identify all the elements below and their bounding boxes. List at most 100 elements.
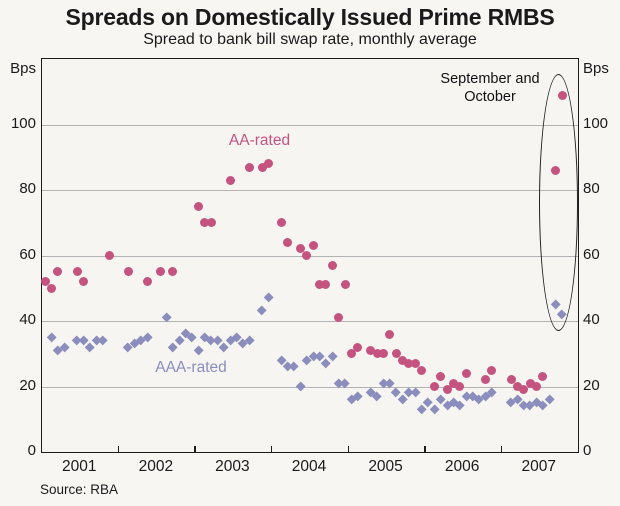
x-tick-2005 xyxy=(347,446,350,452)
data-point-aa-rated-2005-11 xyxy=(410,359,420,369)
chart-title: Spreads on Domestically Issued Prime RMB… xyxy=(65,4,555,30)
data-point-aa-rated-2006-02 xyxy=(429,382,439,391)
data-point-aa-rated-2003-12 xyxy=(264,159,274,169)
data-point-aa-rated-2005-06 xyxy=(378,349,388,359)
data-point-aa-rated-2007-06 xyxy=(532,382,542,391)
data-point-aa-rated-2007-05 xyxy=(525,378,535,388)
data-point-aa-rated-2005-04 xyxy=(366,345,376,355)
y-tick-label-left-100: 100 xyxy=(10,114,36,132)
data-point-aa-rated-2004-05 xyxy=(295,244,305,254)
series-label-aaa: AAA-rated xyxy=(155,359,227,376)
data-point-aa-rated-2004-08 xyxy=(315,280,325,290)
data-point-aa-rated-2006-03 xyxy=(436,372,446,382)
data-point-aa-rated-2005-01 xyxy=(346,349,356,359)
x-tick-2006 xyxy=(424,446,426,452)
data-point-aa-rated-2007-07 xyxy=(538,372,548,382)
y-tick-label-right-60: 60 xyxy=(583,245,600,263)
data-point-aaa-rated-2003-11 xyxy=(256,305,268,317)
data-point-aaa-rated-2004-05 xyxy=(295,381,306,392)
y-tick-label-right-20: 20 xyxy=(583,376,600,394)
x-axis-label-2002: 2002 xyxy=(138,458,174,475)
chart-subtitle: Spread to bank bill swap rate, monthly a… xyxy=(143,31,477,48)
y-tick-label-right-100: 100 xyxy=(583,114,609,132)
gridline-80 xyxy=(42,190,578,191)
series-label-aa: AA-rated xyxy=(228,132,291,149)
gridline-20 xyxy=(42,386,578,388)
data-point-aaa-rated-2003-01 xyxy=(193,345,204,356)
annotation-september-october: September and October xyxy=(374,71,606,106)
y-tick-label-left-80: 80 xyxy=(19,180,36,197)
data-point-aa-rated-2006-05 xyxy=(449,378,459,388)
data-point-aaa-rated-2004-04 xyxy=(288,361,300,373)
data-point-aa-rated-2004-11 xyxy=(334,313,344,323)
data-point-aa-rated-2002-02 xyxy=(123,267,133,277)
data-point-aa-rated-2003-06 xyxy=(225,175,235,185)
data-point-aa-rated-2002-05 xyxy=(142,277,152,287)
x-tick-2003 xyxy=(194,446,196,452)
gridline-40 xyxy=(42,321,578,322)
data-point-aa-rated-2007-04 xyxy=(519,385,529,395)
data-point-aa-rated-2005-09 xyxy=(398,355,408,365)
data-point-aa-rated-2003-03 xyxy=(206,218,216,228)
y-tick-label-left-0: 0 xyxy=(27,442,36,459)
data-point-aa-rated-2006-04 xyxy=(442,385,452,395)
data-point-aa-rated-2006-06 xyxy=(455,382,465,391)
data-point-aa-rated-2002-07 xyxy=(155,267,165,277)
data-point-aa-rated-2004-10 xyxy=(327,260,337,270)
data-point-aa-rated-2004-06 xyxy=(302,251,312,260)
data-point-aa-rated-2004-07 xyxy=(308,241,318,251)
data-point-aa-rated-2006-10 xyxy=(480,375,490,385)
annotation-line1: September and xyxy=(440,71,540,87)
data-point-aa-rated-2003-11 xyxy=(257,162,267,172)
data-point-aa-rated-2005-12 xyxy=(417,365,427,375)
data-point-aa-rated-2001-02 xyxy=(47,283,57,293)
y-tick-label-right-40: 40 xyxy=(583,311,600,328)
data-point-aaa-rated-2005-11 xyxy=(410,387,421,399)
x-axis-label-2003: 2003 xyxy=(215,458,250,475)
data-point-aa-rated-2007-02 xyxy=(506,375,516,385)
data-point-aa-rated-2001-01 xyxy=(40,277,50,287)
data-point-aa-rated-2004-03 xyxy=(283,237,293,247)
y-tick-label-left-60: 60 xyxy=(19,245,36,263)
data-point-aa-rated-2004-09 xyxy=(321,280,331,290)
plot-area: AA-rated AAA-rated September and October xyxy=(40,58,579,453)
y-axis-unit-right: Bps xyxy=(583,60,609,77)
data-point-aaa-rated-2004-09 xyxy=(320,358,332,369)
data-point-aaa-rated-2001-02 xyxy=(46,332,57,343)
data-point-aa-rated-2005-05 xyxy=(372,349,382,359)
data-point-aa-rated-2004-12 xyxy=(340,280,350,290)
source-note: Source: RBA xyxy=(40,482,119,497)
data-point-aa-rated-2003-09 xyxy=(244,162,254,172)
data-point-aa-rated-2003-01 xyxy=(193,201,203,211)
x-axis-label-2007: 2007 xyxy=(521,458,556,475)
y-tick-label-right-80: 80 xyxy=(583,180,600,197)
data-point-aaa-rated-2006-06 xyxy=(454,400,466,412)
x-tick-2002 xyxy=(117,446,120,452)
x-tick-2004 xyxy=(270,446,273,452)
gridline-100 xyxy=(42,124,578,126)
x-axis-label-2005: 2005 xyxy=(368,458,403,475)
data-point-aa-rated-2005-10 xyxy=(404,359,414,369)
y-tick-label-left-20: 20 xyxy=(19,376,36,394)
data-point-aa-rated-2001-07 xyxy=(78,277,88,287)
data-point-aa-rated-2001-11 xyxy=(104,251,114,260)
data-point-aa-rated-2006-11 xyxy=(487,365,497,375)
x-axis-label-2001: 2001 xyxy=(62,458,97,475)
y-axis-unit-left: Bps xyxy=(10,60,36,77)
data-point-aa-rated-2003-02 xyxy=(200,218,210,228)
data-point-aa-rated-2002-09 xyxy=(168,267,178,277)
data-point-aa-rated-2007-03 xyxy=(512,382,522,391)
x-axis-label-2006: 2006 xyxy=(444,458,480,475)
y-tick-label-right-0: 0 xyxy=(583,442,592,459)
data-point-aa-rated-2001-03 xyxy=(53,267,63,277)
data-point-aa-rated-2005-02 xyxy=(353,342,363,352)
data-point-aaa-rated-2003-12 xyxy=(263,292,274,304)
highlight-ellipse xyxy=(539,74,578,331)
x-axis-label-2004: 2004 xyxy=(291,458,327,475)
x-tick-2007 xyxy=(500,446,503,452)
annotation-line2: October xyxy=(464,88,516,105)
data-point-aa-rated-2005-08 xyxy=(391,349,401,359)
data-point-aaa-rated-2006-02 xyxy=(429,404,440,415)
data-point-aa-rated-2005-07 xyxy=(385,329,395,339)
